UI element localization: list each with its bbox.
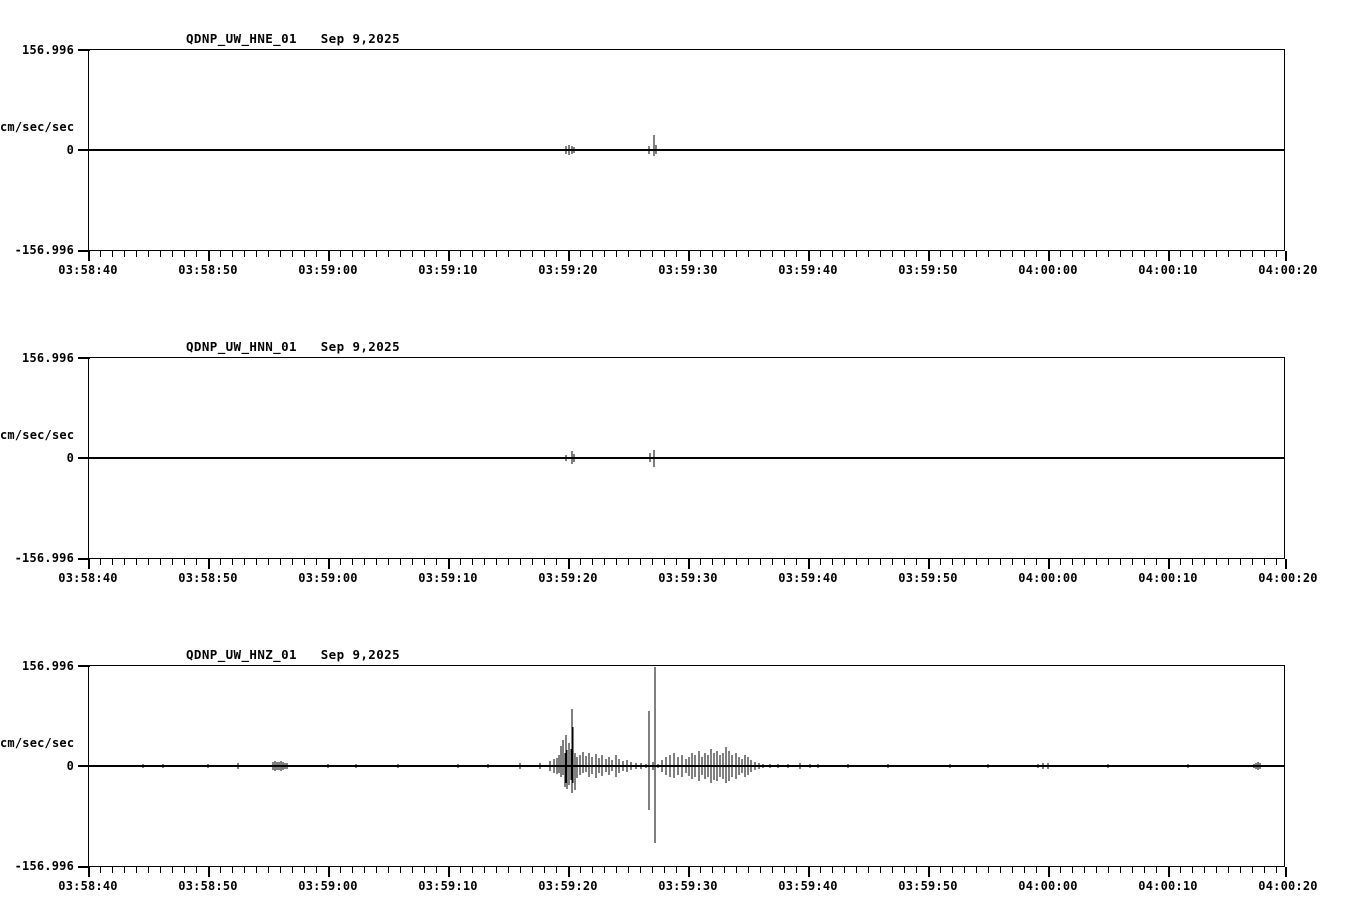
- waveform-trace-hne: [88, 135, 1285, 156]
- y-mid-label-hne: 0: [66, 143, 74, 157]
- x-tick-label-3-hnn: 03:59:10: [418, 571, 478, 585]
- x-tick-label-4-hne: 03:59:20: [538, 263, 598, 277]
- x-tick-label-2-hnn: 03:59:00: [298, 571, 358, 585]
- waveform-trace-hnz: [88, 667, 1285, 843]
- x-tick-label-1-hnz: 03:58:50: [178, 879, 238, 893]
- x-tick-label-2-hne: 03:59:00: [298, 263, 358, 277]
- x-tick-label-3-hnz: 03:59:10: [418, 879, 478, 893]
- x-tick-label-7-hnz: 03:59:50: [898, 879, 958, 893]
- x-tick-label-9-hnz: 04:00:10: [1138, 879, 1198, 893]
- seismogram-panel-hne: QDNP_UW_HNE_01 Sep 9,2025 156.996 cm/sec…: [0, 0, 1358, 308]
- y-min-label-hne: -156.996: [14, 243, 74, 257]
- x-tick-label-5-hnz: 03:59:30: [658, 879, 718, 893]
- x-tick-label-0-hnn: 03:58:40: [58, 571, 118, 585]
- y-tick-top-hne: [78, 49, 90, 51]
- x-tick-label-6-hne: 03:59:40: [778, 263, 838, 277]
- x-tick-label-10-hnn: 04:00:20: [1258, 571, 1318, 585]
- y-tick-mid-hne: [78, 149, 90, 151]
- x-tick-label-10-hne: 04:00:20: [1258, 263, 1318, 277]
- y-tick-mid-hnz: [78, 765, 90, 767]
- y-tick-mid-hnn: [78, 457, 90, 459]
- panel-title-hnz: QDNP_UW_HNZ_01 Sep 9,2025: [186, 647, 400, 662]
- x-tick-label-5-hne: 03:59:30: [658, 263, 718, 277]
- y-axis-units-hnn: cm/sec/sec: [0, 428, 75, 442]
- y-max-label-hnn: 156.996: [22, 351, 74, 365]
- seismogram-panel-hnz: QDNP_UW_HNZ_01 Sep 9,2025 156.996 cm/sec…: [0, 616, 1358, 924]
- x-tick-label-4-hnn: 03:59:20: [538, 571, 598, 585]
- y-max-label-hnz: 156.996: [22, 659, 74, 673]
- x-tick-label-4-hnz: 03:59:20: [538, 879, 598, 893]
- x-tick-label-5-hnn: 03:59:30: [658, 571, 718, 585]
- y-tick-bottom-hne: [78, 250, 90, 252]
- y-max-label-hne: 156.996: [22, 43, 74, 57]
- x-tick-label-1-hne: 03:58:50: [178, 263, 238, 277]
- x-tick-label-8-hnz: 04:00:00: [1018, 879, 1078, 893]
- x-tick-label-6-hnn: 03:59:40: [778, 571, 838, 585]
- x-tick-label-0-hne: 03:58:40: [58, 263, 118, 277]
- y-axis-units-hnz: cm/sec/sec: [0, 736, 75, 750]
- x-tick-label-10-hnz: 04:00:20: [1258, 879, 1318, 893]
- y-min-label-hnn: -156.996: [14, 551, 74, 565]
- y-mid-label-hnn: 0: [66, 451, 74, 465]
- seismogram-panel-hnn: QDNP_UW_HNN_01 Sep 9,2025 156.996 cm/sec…: [0, 308, 1358, 616]
- y-tick-top-hnn: [78, 357, 90, 359]
- x-tick-label-9-hnn: 04:00:10: [1138, 571, 1198, 585]
- y-mid-label-hnz: 0: [66, 759, 74, 773]
- y-min-label-hnz: -156.996: [14, 859, 74, 873]
- y-tick-bottom-hnz: [78, 866, 90, 868]
- x-tick-label-2-hnz: 03:59:00: [298, 879, 358, 893]
- x-tick-label-7-hne: 03:59:50: [898, 263, 958, 277]
- x-tick-label-0-hnz: 03:58:40: [58, 879, 118, 893]
- x-tick-label-9-hne: 04:00:10: [1138, 263, 1198, 277]
- y-axis-units-hne: cm/sec/sec: [0, 120, 75, 134]
- x-tick-label-8-hne: 04:00:00: [1018, 263, 1078, 277]
- waveform-trace-hnn: [88, 450, 1285, 467]
- x-tick-label-3-hne: 03:59:10: [418, 263, 478, 277]
- y-tick-bottom-hnn: [78, 558, 90, 560]
- x-tick-label-8-hnn: 04:00:00: [1018, 571, 1078, 585]
- x-tick-label-7-hnn: 03:59:50: [898, 571, 958, 585]
- x-tick-label-1-hnn: 03:58:50: [178, 571, 238, 585]
- x-tick-label-6-hnz: 03:59:40: [778, 879, 838, 893]
- panel-title-hne: QDNP_UW_HNE_01 Sep 9,2025: [186, 31, 400, 46]
- y-tick-top-hnz: [78, 665, 90, 667]
- panel-title-hnn: QDNP_UW_HNN_01 Sep 9,2025: [186, 339, 400, 354]
